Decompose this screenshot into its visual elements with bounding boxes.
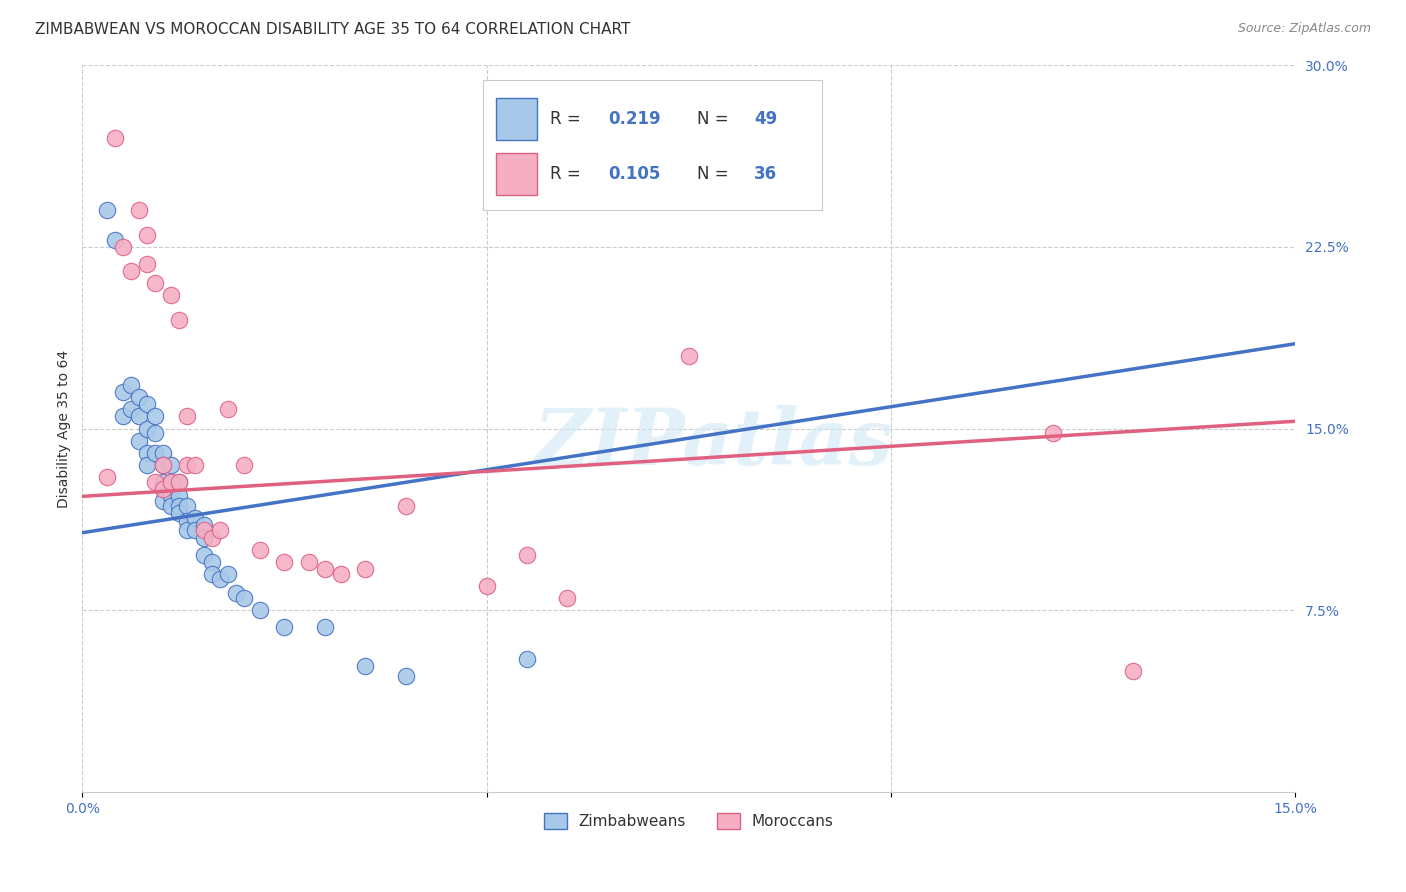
- Legend: Zimbabweans, Moroccans: Zimbabweans, Moroccans: [537, 807, 839, 835]
- Point: [208, 572, 231, 586]
- Point: [169, 475, 191, 489]
- Point: [176, 409, 198, 424]
- Point: [136, 458, 159, 472]
- Point: [201, 531, 224, 545]
- Text: ZIPatlas: ZIPatlas: [533, 405, 893, 482]
- Point: [678, 349, 700, 363]
- Point: [160, 475, 183, 489]
- Point: [233, 458, 256, 472]
- Point: [143, 426, 166, 441]
- Point: [176, 499, 198, 513]
- Point: [128, 434, 150, 448]
- Point: [96, 470, 118, 484]
- Point: [298, 555, 321, 569]
- Point: [314, 562, 336, 576]
- Point: [201, 566, 224, 581]
- Point: [395, 499, 418, 513]
- Point: [354, 562, 377, 576]
- Point: [152, 475, 174, 489]
- Point: [1042, 426, 1064, 441]
- Point: [111, 385, 134, 400]
- Point: [193, 531, 215, 545]
- Point: [160, 475, 183, 489]
- Point: [160, 288, 183, 302]
- Point: [201, 555, 224, 569]
- Point: [249, 542, 271, 557]
- Point: [111, 409, 134, 424]
- Point: [193, 518, 215, 533]
- Point: [160, 458, 183, 472]
- Point: [557, 591, 579, 606]
- Point: [516, 548, 538, 562]
- Point: [169, 489, 191, 503]
- Point: [128, 390, 150, 404]
- Point: [120, 264, 142, 278]
- Point: [273, 555, 295, 569]
- Text: Source: ZipAtlas.com: Source: ZipAtlas.com: [1237, 22, 1371, 36]
- Point: [354, 659, 377, 673]
- Point: [217, 402, 239, 417]
- Point: [169, 506, 191, 520]
- Point: [152, 482, 174, 496]
- Point: [104, 130, 127, 145]
- Point: [249, 603, 271, 617]
- Point: [184, 523, 207, 537]
- Point: [160, 489, 183, 503]
- Point: [395, 668, 418, 682]
- Point: [136, 257, 159, 271]
- Point: [152, 482, 174, 496]
- Point: [330, 566, 353, 581]
- Point: [96, 203, 118, 218]
- Point: [136, 421, 159, 435]
- Point: [184, 458, 207, 472]
- Point: [152, 446, 174, 460]
- Point: [475, 579, 498, 593]
- Point: [217, 566, 239, 581]
- Point: [143, 475, 166, 489]
- Point: [152, 458, 174, 472]
- Point: [314, 620, 336, 634]
- Point: [143, 446, 166, 460]
- Point: [104, 233, 127, 247]
- Point: [169, 475, 191, 489]
- Point: [208, 523, 231, 537]
- Point: [143, 409, 166, 424]
- Point: [193, 548, 215, 562]
- Point: [136, 227, 159, 242]
- Point: [225, 586, 247, 600]
- Point: [128, 203, 150, 218]
- Point: [136, 446, 159, 460]
- Point: [152, 494, 174, 508]
- Point: [516, 651, 538, 665]
- Point: [111, 240, 134, 254]
- Point: [273, 620, 295, 634]
- Point: [193, 523, 215, 537]
- Point: [184, 511, 207, 525]
- Point: [233, 591, 256, 606]
- Point: [152, 458, 174, 472]
- Y-axis label: Disability Age 35 to 64: Disability Age 35 to 64: [58, 350, 72, 508]
- Point: [160, 499, 183, 513]
- Text: ZIMBABWEAN VS MOROCCAN DISABILITY AGE 35 TO 64 CORRELATION CHART: ZIMBABWEAN VS MOROCCAN DISABILITY AGE 35…: [35, 22, 630, 37]
- Point: [176, 458, 198, 472]
- Point: [120, 378, 142, 392]
- Point: [176, 523, 198, 537]
- Point: [128, 409, 150, 424]
- Point: [120, 402, 142, 417]
- Point: [1122, 664, 1144, 678]
- Point: [169, 312, 191, 326]
- Point: [143, 276, 166, 290]
- Point: [169, 499, 191, 513]
- Point: [136, 397, 159, 411]
- Point: [176, 514, 198, 528]
